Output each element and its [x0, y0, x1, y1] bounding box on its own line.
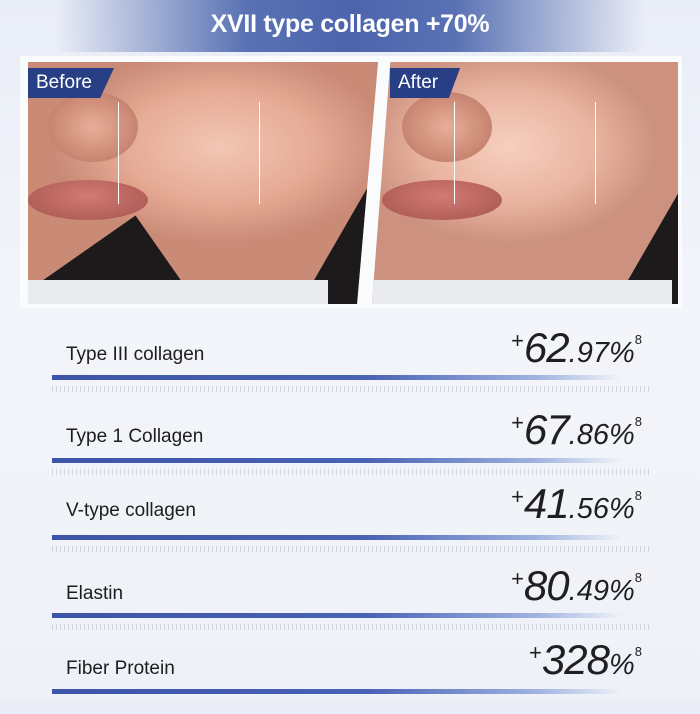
after-label: After — [390, 68, 461, 98]
metric-row: V-type collagen +41.56%8 — [52, 476, 652, 556]
metric-row: Elastin +80.49%8 — [52, 558, 652, 638]
metric-bar — [52, 535, 622, 540]
metric-row: Fiber Protein +328%8 — [52, 634, 652, 714]
metric-value: +62.97%8 — [511, 324, 642, 371]
title-banner — [0, 0, 700, 52]
metric-row: Type 1 Collagen +67.86%8 — [52, 402, 652, 482]
metric-bar — [52, 375, 622, 380]
metric-label: V-type collagen — [66, 500, 196, 521]
ruler-divider — [52, 386, 652, 392]
focus-bracket — [454, 102, 596, 204]
metric-value: +328%8 — [529, 636, 642, 683]
focus-bracket — [118, 102, 260, 204]
metric-row: Type III collagen +62.97%8 — [52, 320, 652, 400]
before-after-photo: Before After — [20, 56, 682, 308]
metric-value: +80.49%8 — [511, 562, 642, 609]
metric-value: +41.56%8 — [511, 480, 642, 527]
metric-label: Type 1 Collagen — [66, 426, 204, 447]
metric-label: Elastin — [66, 583, 124, 604]
before-label: Before — [28, 68, 114, 98]
before-photo: Before — [28, 62, 378, 304]
page-title: XVII type collagen +70% — [210, 10, 490, 38]
metric-label: Fiber Protein — [66, 658, 175, 679]
metric-bar — [52, 613, 622, 618]
metric-label: Type III collagen — [66, 344, 205, 365]
ruler-divider — [52, 546, 652, 552]
metric-bar — [52, 689, 622, 694]
metric-bar — [52, 458, 622, 463]
metric-value: +67.86%8 — [511, 406, 642, 453]
ruler-divider — [52, 624, 652, 630]
ruler-divider — [52, 469, 652, 475]
after-photo: After — [372, 62, 678, 304]
